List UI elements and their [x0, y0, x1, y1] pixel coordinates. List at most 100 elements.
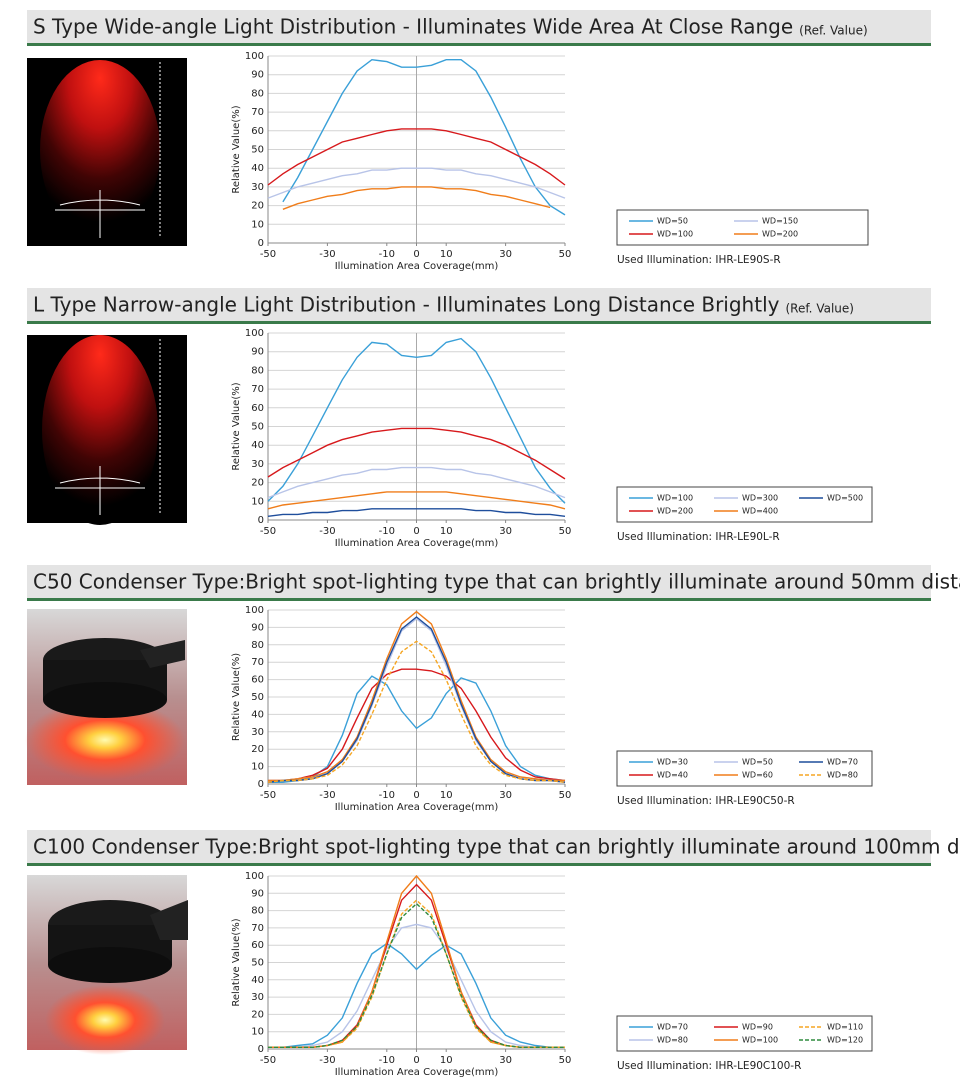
- x-tick-label: -10: [379, 526, 395, 537]
- y-axis-label: Relative Value(%): [231, 918, 242, 1006]
- y-tick-label: 90: [251, 622, 264, 633]
- y-tick-label: 100: [245, 871, 264, 882]
- legend-label: WD=30: [657, 758, 688, 767]
- section-header: [27, 288, 931, 321]
- x-axis-label: Illumination Area Coverage(mm): [335, 261, 499, 272]
- legend-label: WD=80: [657, 1036, 688, 1045]
- legend-label: WD=50: [742, 758, 773, 767]
- series-line: [267, 640, 566, 783]
- header-rule: [27, 321, 931, 324]
- y-tick-label: 80: [251, 906, 264, 917]
- y-tick-label: 90: [251, 70, 264, 81]
- y-tick-label: 30: [251, 992, 264, 1003]
- photo: [27, 875, 188, 1055]
- y-tick-label: 80: [251, 88, 264, 99]
- annotation: Used Illumination: IHR-LE90L-R: [617, 531, 780, 543]
- section-title: L Type Narrow-angle Light Distribution -…: [33, 293, 780, 317]
- legend-label: WD=150: [762, 217, 798, 226]
- y-axis-label: Relative Value(%): [231, 653, 242, 741]
- x-tick-label: -10: [379, 249, 395, 260]
- header-rule: [27, 863, 931, 866]
- y-tick-label: 60: [251, 403, 264, 414]
- legend-label: WD=80: [827, 771, 858, 780]
- series-line: [267, 337, 566, 504]
- legend-label: WD=90: [742, 1023, 773, 1032]
- legend-label: WD=70: [657, 1023, 688, 1032]
- x-tick-label: 0: [413, 790, 419, 801]
- legend-label: WD=200: [762, 230, 798, 239]
- y-tick-label: 20: [251, 1009, 264, 1020]
- y-tick-label: 40: [251, 163, 264, 174]
- x-tick-label: -50: [260, 790, 276, 801]
- y-tick-label: 10: [251, 762, 264, 773]
- legend-label: WD=60: [742, 771, 773, 780]
- section-title: C50 Condenser Type:Bright spot-lighting …: [33, 570, 960, 594]
- x-tick-label: -50: [260, 1055, 276, 1066]
- y-tick-label: 60: [251, 126, 264, 137]
- x-tick-label: -10: [379, 790, 395, 801]
- title-note: (Ref. Value): [799, 24, 867, 38]
- y-tick-label: 40: [251, 975, 264, 986]
- y-tick-label: 50: [251, 692, 264, 703]
- y-axis-label: Relative Value(%): [231, 105, 242, 193]
- legend-label: WD=110: [827, 1023, 863, 1032]
- y-tick-label: 20: [251, 478, 264, 489]
- legend-label: WD=400: [742, 507, 778, 516]
- title-note: (Ref. Value): [785, 302, 853, 316]
- section-title: C100 Condenser Type:Bright spot-lighting…: [33, 835, 960, 859]
- legend-box: [616, 486, 873, 523]
- y-tick-label: 100: [245, 605, 264, 616]
- y-tick-label: 0: [258, 238, 264, 249]
- legend-label: WD=120: [827, 1036, 863, 1045]
- x-tick-label: 10: [440, 526, 453, 537]
- x-tick-label: 50: [559, 249, 572, 260]
- series-line: [282, 58, 566, 216]
- series-line: [267, 128, 566, 186]
- section-header: [27, 830, 931, 863]
- x-tick-label: -10: [379, 1055, 395, 1066]
- series-line: [267, 167, 566, 199]
- y-tick-label: 0: [258, 779, 264, 790]
- legend-label: WD=100: [742, 1036, 778, 1045]
- y-tick-label: 20: [251, 744, 264, 755]
- annotation: Used Illumination: IHR-LE90S-R: [617, 254, 781, 266]
- x-axis-label: Illumination Area Coverage(mm): [335, 802, 499, 813]
- x-tick-label: 30: [499, 790, 512, 801]
- series-line: [267, 491, 566, 510]
- x-tick-label: 10: [440, 790, 453, 801]
- photo: [25, 609, 187, 785]
- x-tick-label: 0: [413, 1055, 419, 1066]
- x-tick-label: -30: [319, 249, 335, 260]
- y-tick-label: 20: [251, 201, 264, 212]
- y-tick-label: 30: [251, 727, 264, 738]
- x-tick-label: 30: [499, 249, 512, 260]
- series-line: [268, 610, 565, 782]
- x-tick-label: 10: [440, 249, 453, 260]
- x-tick-label: -30: [319, 526, 335, 537]
- y-tick-label: 70: [251, 384, 264, 395]
- y-tick-label: 40: [251, 440, 264, 451]
- series-line: [267, 466, 566, 499]
- legend-box: [616, 750, 873, 787]
- y-tick-label: 90: [251, 888, 264, 899]
- y-tick-label: 40: [251, 709, 264, 720]
- x-tick-label: 0: [413, 249, 419, 260]
- series-line: [267, 508, 566, 517]
- x-tick-label: 10: [440, 1055, 453, 1066]
- legend-label: WD=50: [657, 217, 688, 226]
- x-tick-label: -30: [319, 1055, 335, 1066]
- section-header: [27, 10, 931, 43]
- x-tick-label: 50: [559, 526, 572, 537]
- annotation: Used Illumination: IHR-LE90C50-R: [617, 795, 795, 807]
- section-title: S Type Wide-angle Light Distribution - I…: [33, 15, 793, 39]
- x-tick-label: 0: [413, 526, 419, 537]
- y-tick-label: 70: [251, 657, 264, 668]
- y-tick-label: 0: [258, 1044, 264, 1055]
- series-line: [268, 942, 565, 1048]
- y-tick-label: 60: [251, 940, 264, 951]
- y-tick-label: 70: [251, 923, 264, 934]
- x-tick-label: -50: [260, 526, 276, 537]
- legend-box: [616, 1015, 873, 1052]
- header-rule: [27, 598, 931, 601]
- y-tick-label: 10: [251, 219, 264, 230]
